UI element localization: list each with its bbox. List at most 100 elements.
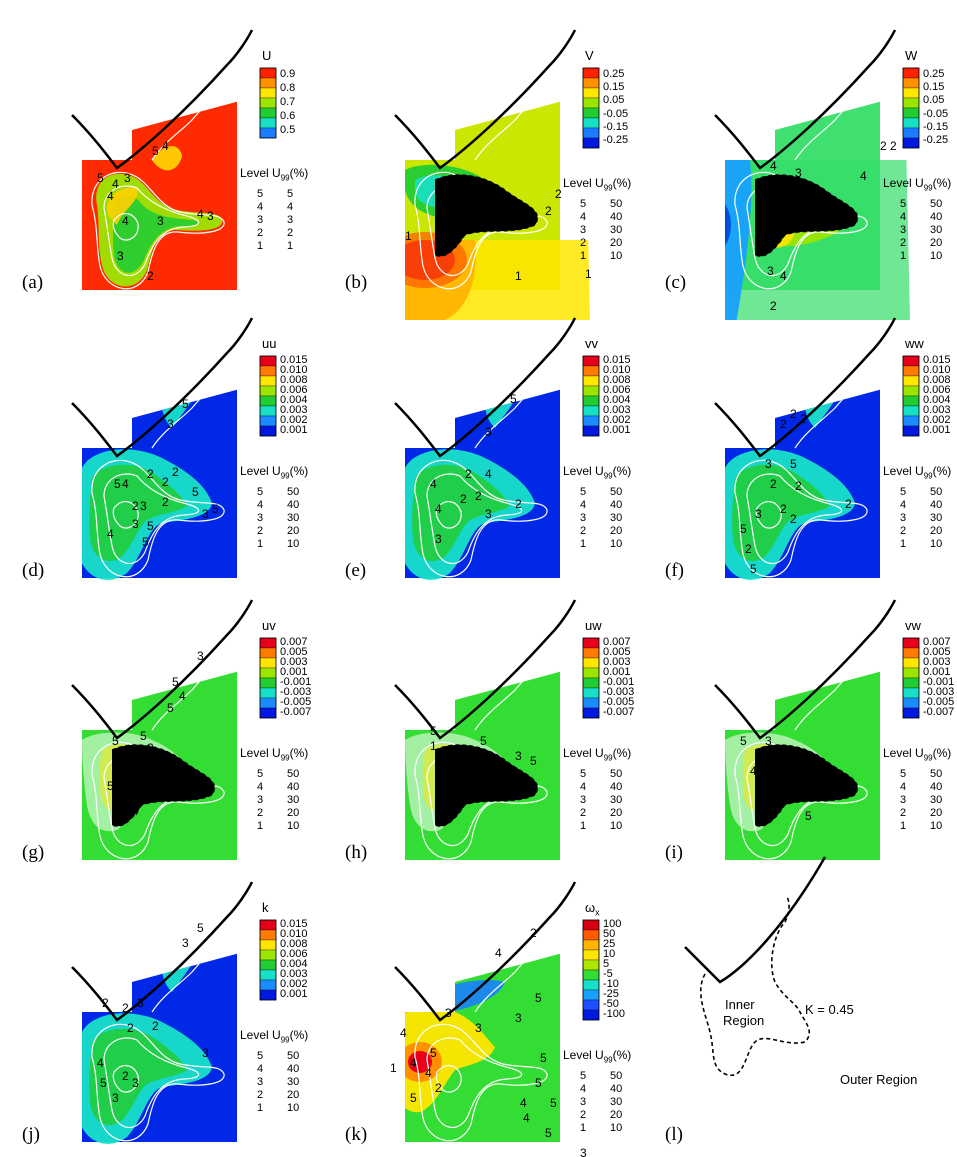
svg-text:1: 1 <box>390 1061 397 1075</box>
svg-text:2: 2 <box>790 512 797 526</box>
colorbar-tick-label: 0.015 <box>923 354 951 366</box>
colorbar-tick-label: 0.004 <box>280 394 308 406</box>
legend-level: 2 <box>900 807 907 819</box>
colorbar-tick-label: -0.25 <box>923 134 949 147</box>
svg-text:3: 3 <box>495 759 502 773</box>
svg-text:5: 5 <box>480 734 487 748</box>
inner-region-label: Region <box>723 1013 765 1028</box>
colorbar-tick-label: 0.007 <box>923 636 951 648</box>
panel-h: 5 1 5 4 5 3 5 3 5 3 3 5 (h) 0.007 0.005 0.003 0.001 -0.00… <box>345 599 645 875</box>
panel-g: 5 3 5 3 3 5 4 4 5 4 5 4 3 5 (g) 0.007 0.005 0.003 0.001 -0.… <box>22 599 322 875</box>
legend-value: 50 <box>930 768 943 780</box>
colorbar-tick-label: 0.001 <box>923 424 951 436</box>
svg-text:5: 5 <box>515 774 522 788</box>
legend-value: 20 <box>287 807 300 819</box>
svg-text:3: 3 <box>765 457 772 471</box>
legend-level: 5 <box>900 198 907 210</box>
legend-level: 3 <box>257 214 264 226</box>
region-schematic <box>684 856 827 1077</box>
panel-label: (d) <box>22 560 45 581</box>
svg-text:3: 3 <box>515 749 522 763</box>
colorbar-tick-label: 0.010 <box>923 364 951 376</box>
legend-value: 30 <box>287 1076 300 1088</box>
panel-e: 4 2 4 2 2 4 3 3 2 3 5 (e) 0.015 0.010 0.008 0.006 0.004 0… <box>345 317 645 593</box>
wall-curve <box>394 317 577 458</box>
legend-level: 2 <box>900 525 907 537</box>
colorbar-tick-label: 0.002 <box>923 414 951 426</box>
colorbar-tick-label: -0.003 <box>280 686 312 698</box>
svg-text:4: 4 <box>122 477 129 491</box>
legend-level: 5 <box>257 486 264 498</box>
svg-text:2: 2 <box>770 299 777 313</box>
colorbar-title: W <box>905 48 918 63</box>
svg-text:5: 5 <box>535 1076 542 1090</box>
panel-label: (k) <box>345 1124 368 1145</box>
svg-text:2: 2 <box>435 1081 442 1095</box>
legend-title: Level U99(%) <box>563 1048 632 1065</box>
panel-label: (f) <box>665 560 684 581</box>
svg-text:5: 5 <box>740 522 747 536</box>
svg-text:5: 5 <box>212 502 219 516</box>
svg-text:4: 4 <box>197 207 204 221</box>
svg-text:2: 2 <box>162 475 169 489</box>
legend-level: 2 <box>257 807 264 819</box>
svg-text:5: 5 <box>440 756 447 770</box>
legend-value: 30 <box>610 224 623 236</box>
svg-text:4: 4 <box>400 1026 407 1040</box>
svg-text:5: 5 <box>100 1076 107 1090</box>
svg-text:2: 2 <box>127 1021 134 1035</box>
colorbar-title: ωx <box>585 900 600 918</box>
svg-text:3: 3 <box>767 264 774 278</box>
legend-level: 3 <box>580 1096 587 1108</box>
colorbar-tick-label: 0.004 <box>923 394 951 406</box>
legend-value: 50 <box>930 486 943 498</box>
wall-curve <box>71 29 254 170</box>
svg-text:5: 5 <box>805 809 812 823</box>
colorbar-tick-label: 0.05 <box>603 94 625 107</box>
legend-level: 1 <box>900 538 907 550</box>
colorbar-tick-label: 0.05 <box>923 94 945 107</box>
svg-text:3: 3 <box>137 996 144 1010</box>
colorbar-tick-label: 0.001 <box>280 666 308 678</box>
legend-value: 10 <box>610 538 623 550</box>
legend-level: 5 <box>900 768 907 780</box>
legend-level: 1 <box>257 538 264 550</box>
legend-value: 50 <box>610 198 623 210</box>
svg-text:3: 3 <box>197 649 204 663</box>
legend-level: 1 <box>580 820 587 832</box>
legend-value: 40 <box>287 499 300 511</box>
svg-text:5: 5 <box>167 701 174 715</box>
svg-text:3: 3 <box>445 1006 452 1020</box>
svg-text:2: 2 <box>770 779 777 793</box>
legend-title: Level U99(%) <box>240 166 309 183</box>
colorbar-title: U <box>262 48 272 63</box>
panel-k: 4 3 5 4 2 4 1 5 3 3 2 4 5 5 4 5 5 4 5 3 (k) 100 50 25 10 5 -5 -10 -2… <box>345 881 645 1157</box>
svg-text:2: 2 <box>162 495 169 509</box>
legend-title: Level U99(%) <box>240 746 309 763</box>
svg-text:3: 3 <box>112 1091 119 1105</box>
colorbar-title: uw <box>585 618 602 633</box>
svg-text:2: 2 <box>132 499 139 513</box>
panel-label: (g) <box>22 842 45 863</box>
legend-value: 50 <box>610 768 623 780</box>
colorbar-tick-label: 0.25 <box>603 67 625 80</box>
panel-d: 5 4 2 2 2 2 3 2 3 5 5 3 5 4 5 5 3 (d) 0.015 0.010 0.008 0.006… <box>22 317 322 593</box>
colorbar-tick-label: 0.004 <box>603 394 631 406</box>
colorbar-tick-label: -10 <box>603 978 619 990</box>
svg-text:2: 2 <box>530 926 537 940</box>
colorbar-tick-label: 0.002 <box>603 414 631 426</box>
svg-text:1: 1 <box>585 267 592 281</box>
legend-value: 30 <box>610 1096 623 1108</box>
svg-text:4: 4 <box>440 177 447 191</box>
colorbar-tick-label: 0.25 <box>923 67 945 80</box>
svg-text:3: 3 <box>450 799 457 813</box>
legend-value: 10 <box>287 538 300 550</box>
svg-text:3: 3 <box>132 517 139 531</box>
colorbar-tick-label: 0.008 <box>280 374 308 386</box>
svg-text:5: 5 <box>192 485 199 499</box>
svg-text:2: 2 <box>905 134 912 148</box>
legend-level: 5 <box>580 768 587 780</box>
legend-title: Level U99(%) <box>563 746 632 763</box>
